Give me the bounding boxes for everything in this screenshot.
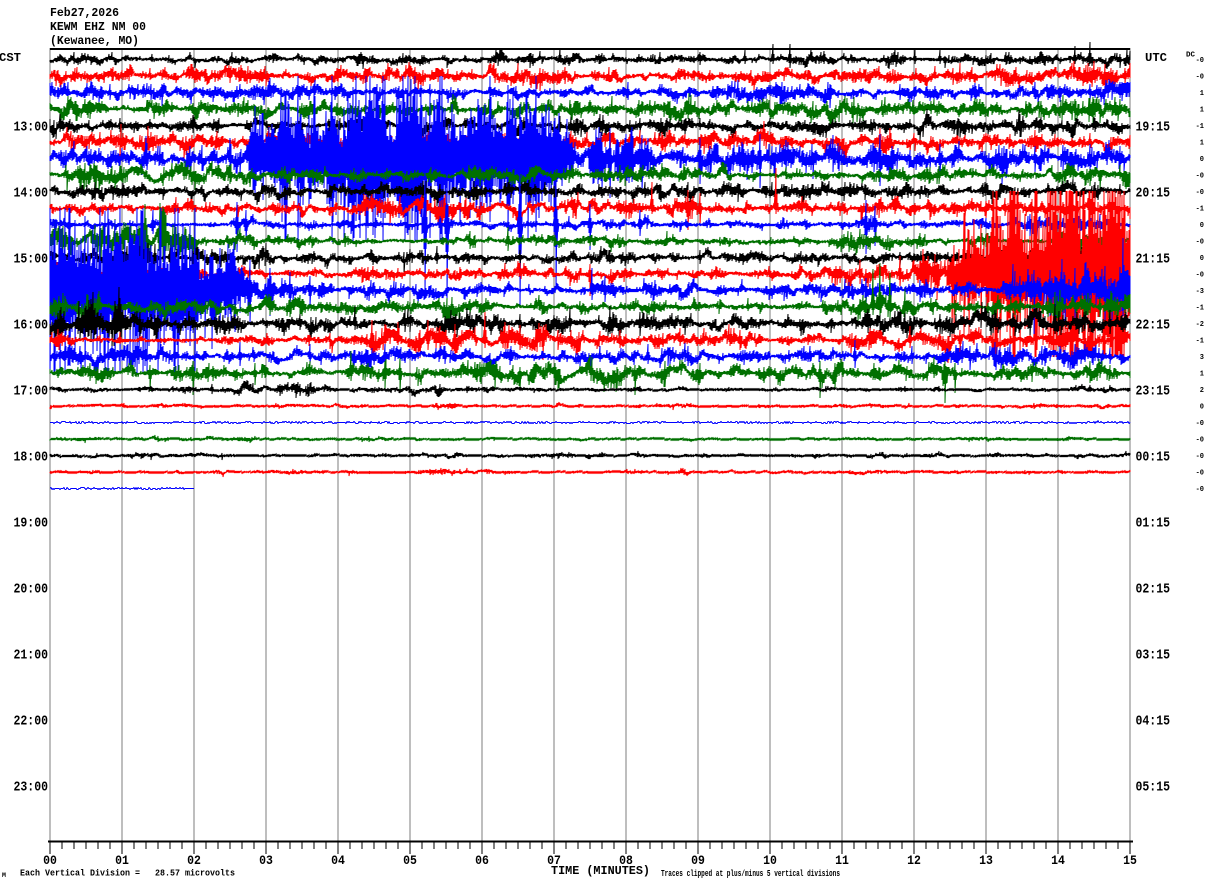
svg-text:-0: -0 bbox=[1196, 57, 1204, 65]
svg-text:23:00: 23:00 bbox=[14, 781, 49, 796]
svg-text:0: 0 bbox=[1200, 156, 1204, 164]
svg-text:23:15: 23:15 bbox=[1136, 385, 1171, 400]
svg-text:0: 0 bbox=[1200, 222, 1204, 230]
svg-text:06: 06 bbox=[475, 854, 489, 868]
svg-text:21:15: 21:15 bbox=[1136, 253, 1171, 268]
svg-text:TIME (MINUTES): TIME (MINUTES) bbox=[551, 864, 650, 878]
svg-text:DC: DC bbox=[1186, 52, 1195, 60]
svg-text:20:15: 20:15 bbox=[1136, 187, 1171, 202]
svg-text:08: 08 bbox=[619, 854, 633, 868]
svg-text:2: 2 bbox=[1200, 387, 1204, 395]
svg-text:04: 04 bbox=[331, 854, 345, 868]
svg-text:07: 07 bbox=[547, 854, 561, 868]
svg-text:01: 01 bbox=[115, 854, 129, 868]
svg-text:-0: -0 bbox=[1196, 420, 1204, 428]
svg-text:0: 0 bbox=[1200, 255, 1204, 263]
svg-text:02:15: 02:15 bbox=[1136, 583, 1171, 598]
svg-text:1: 1 bbox=[1200, 107, 1204, 115]
svg-text:21:00: 21:00 bbox=[14, 649, 49, 664]
svg-text:12: 12 bbox=[907, 854, 921, 868]
svg-text:-0: -0 bbox=[1196, 189, 1204, 197]
svg-text:0: 0 bbox=[1200, 404, 1204, 412]
svg-text:03: 03 bbox=[259, 854, 273, 868]
svg-text:05:15: 05:15 bbox=[1136, 781, 1171, 796]
svg-text:-0: -0 bbox=[1196, 486, 1204, 494]
svg-text:22:15: 22:15 bbox=[1136, 319, 1171, 334]
svg-text:04:15: 04:15 bbox=[1136, 715, 1171, 730]
svg-text:22:00: 22:00 bbox=[14, 715, 49, 730]
svg-text:-1: -1 bbox=[1196, 338, 1204, 346]
svg-text:Each Vertical Division = 28.: Each Vertical Division = 28.57 microvolt… bbox=[20, 868, 235, 879]
svg-text:19:15: 19:15 bbox=[1136, 121, 1171, 136]
svg-text:14: 14 bbox=[1051, 854, 1065, 868]
svg-text:20:00: 20:00 bbox=[14, 583, 49, 598]
svg-text:17:00: 17:00 bbox=[14, 385, 49, 400]
svg-text:CST: CST bbox=[0, 51, 21, 65]
svg-text:-0: -0 bbox=[1196, 453, 1204, 461]
svg-text:11: 11 bbox=[835, 854, 849, 868]
svg-text:1: 1 bbox=[1200, 140, 1204, 148]
svg-text:13:00: 13:00 bbox=[14, 121, 49, 136]
svg-text:-1: -1 bbox=[1196, 123, 1204, 131]
svg-text:Feb27,2026: Feb27,2026 bbox=[50, 6, 119, 20]
svg-text:09: 09 bbox=[691, 854, 705, 868]
svg-text:05: 05 bbox=[403, 854, 417, 868]
svg-text:15:00: 15:00 bbox=[14, 253, 49, 268]
svg-text:-0: -0 bbox=[1196, 437, 1204, 445]
svg-text:03:15: 03:15 bbox=[1136, 649, 1171, 664]
svg-text:-1: -1 bbox=[1196, 206, 1204, 214]
svg-text:13: 13 bbox=[979, 854, 993, 868]
svg-text:01:15: 01:15 bbox=[1136, 517, 1171, 532]
svg-text:1: 1 bbox=[1200, 371, 1204, 379]
svg-text:(Kewanee, MO): (Kewanee, MO) bbox=[50, 34, 139, 48]
svg-text:-2: -2 bbox=[1196, 321, 1204, 329]
svg-text:3: 3 bbox=[1200, 354, 1204, 362]
svg-text:-0: -0 bbox=[1196, 239, 1204, 247]
svg-text:02: 02 bbox=[187, 854, 201, 868]
svg-text:10: 10 bbox=[763, 854, 777, 868]
svg-text:00:15: 00:15 bbox=[1136, 451, 1171, 466]
svg-text:M: M bbox=[2, 872, 6, 879]
svg-text:19:00: 19:00 bbox=[14, 517, 49, 532]
svg-text:Traces clipped at plus/minus 5: Traces clipped at plus/minus 5 vertical … bbox=[661, 868, 840, 879]
svg-text:16:00: 16:00 bbox=[14, 319, 49, 334]
svg-text:15: 15 bbox=[1123, 854, 1137, 868]
svg-text:KEWM EHZ NM 00: KEWM EHZ NM 00 bbox=[50, 20, 146, 34]
svg-text:18:00: 18:00 bbox=[14, 451, 49, 466]
svg-text:1: 1 bbox=[1200, 90, 1204, 98]
svg-text:00: 00 bbox=[43, 854, 57, 868]
svg-text:-3: -3 bbox=[1196, 288, 1204, 296]
svg-text:-0: -0 bbox=[1196, 470, 1204, 478]
svg-text:-0: -0 bbox=[1196, 272, 1204, 280]
svg-text:-0: -0 bbox=[1196, 173, 1204, 181]
svg-text:UTC: UTC bbox=[1145, 51, 1167, 65]
svg-text:14:00: 14:00 bbox=[14, 187, 49, 202]
svg-text:-0: -0 bbox=[1196, 74, 1204, 82]
svg-text:-1: -1 bbox=[1196, 305, 1204, 313]
